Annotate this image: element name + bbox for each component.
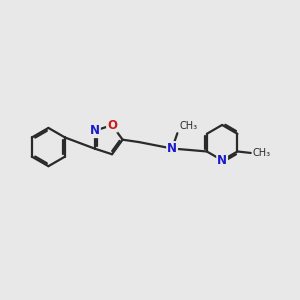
Text: N: N bbox=[167, 142, 177, 155]
Text: CH₃: CH₃ bbox=[252, 148, 270, 158]
Text: O: O bbox=[107, 118, 117, 132]
Text: N: N bbox=[90, 124, 100, 137]
Text: N: N bbox=[217, 154, 227, 167]
Text: CH₃: CH₃ bbox=[180, 121, 198, 131]
